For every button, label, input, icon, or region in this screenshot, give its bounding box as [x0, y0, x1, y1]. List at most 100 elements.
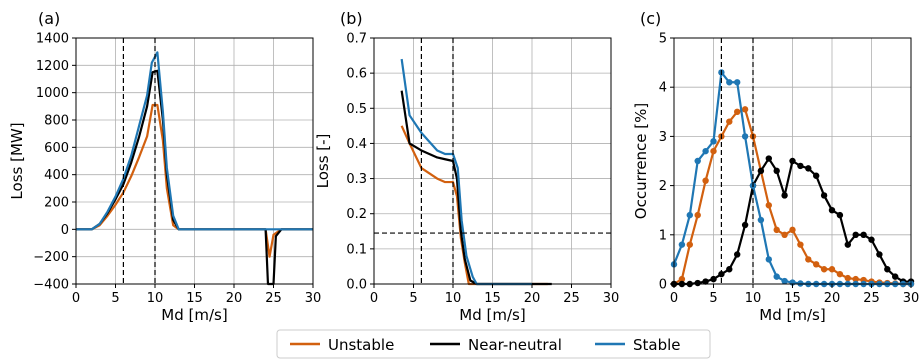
data-point-stable: [694, 157, 701, 165]
y-tick-label: 5: [659, 32, 667, 47]
y-tick-label: 1000: [36, 86, 69, 101]
data-point-stable: [741, 133, 749, 140]
y-tick-label: 0.4: [346, 137, 367, 152]
data-point-stable: [686, 211, 693, 219]
panel-c: 0 5 10 15 20 25 30 0 1 2 3 4 5 Md [m/s] Occurrence [%]…: [632, 9, 919, 324]
y-tick-label: 0.2: [346, 207, 367, 222]
x-tick-label: 30: [305, 291, 322, 306]
x-tick-label: 25: [265, 291, 282, 306]
x-tick-label: 10: [147, 291, 164, 306]
data-point-unstable: [702, 177, 709, 184]
data-point-unstable: [836, 270, 844, 278]
series-line-unstable: [76, 103, 313, 258]
data-point-stable: [678, 241, 686, 248]
data-point-stable: [726, 79, 733, 86]
data-point-unstable: [797, 241, 804, 248]
series-line-near-neutral: [400, 90, 552, 286]
x-tick-label: 0: [72, 291, 80, 306]
data-point-unstable: [789, 226, 796, 234]
data-point-near-neutral: [836, 211, 844, 219]
y-tick-label: 1200: [36, 59, 69, 74]
data-point-stable: [773, 273, 780, 280]
x-tick-label: 25: [563, 291, 580, 306]
data-point-unstable: [741, 106, 749, 113]
data-point-near-neutral: [892, 273, 899, 280]
data-point-near-neutral: [734, 251, 741, 258]
data-point-near-neutral: [781, 192, 788, 199]
x-tick-label: 30: [603, 291, 620, 306]
data-point-near-neutral: [813, 172, 820, 179]
y-tick-label: 0.0: [346, 278, 367, 293]
y-tick-label: 0: [61, 223, 69, 238]
y-tick-label: 0.3: [346, 172, 367, 187]
data-point-unstable: [773, 226, 780, 234]
data-point-unstable: [828, 266, 836, 273]
data-point-stable: [702, 147, 709, 155]
y-tick-label: 3: [659, 130, 667, 145]
data-point-near-neutral: [876, 251, 883, 258]
panel-b: 0 5 10 15 20 25 30 0.0 0.1 0.2 0.3 0.4 0.5 0.6 0.7 Md […: [314, 9, 619, 324]
legend-frame: [276, 329, 711, 359]
legend-label-stable: Stable: [633, 336, 681, 354]
data-point-near-neutral: [702, 278, 709, 285]
data-point-near-neutral: [852, 231, 859, 238]
series-line-unstable: [400, 125, 548, 286]
x-tick-label: 0: [370, 291, 378, 306]
data-point-near-neutral: [694, 279, 701, 287]
data-point-near-neutral: [828, 207, 836, 214]
y-tick-label: −400: [33, 278, 69, 293]
data-point-near-neutral: [860, 231, 867, 238]
legend-label-unstable: Unstable: [328, 336, 394, 354]
x-tick-label: 5: [709, 291, 717, 306]
x-tick-label: 25: [863, 291, 880, 306]
y-tick-label: 0: [659, 278, 667, 293]
data-point-unstable: [765, 202, 772, 209]
data-point-near-neutral: [797, 162, 804, 170]
data-point-unstable: [781, 231, 788, 238]
y-tick-label: 400: [44, 168, 69, 183]
data-point-stable: [765, 256, 772, 263]
panel-label: (a): [38, 9, 60, 28]
data-point-unstable: [852, 275, 859, 283]
x-tick-label: 15: [484, 291, 501, 306]
x-axis-label: Md [m/s]: [759, 306, 825, 324]
y-tick-label: 2: [659, 179, 667, 194]
data-point-unstable: [678, 275, 686, 283]
panel-a: 0 5 10 15 20 25 30 −400 −200 0 200 400 600 800 1000 120…: [8, 9, 321, 324]
data-point-unstable: [820, 266, 828, 273]
data-point-stable: [710, 138, 717, 145]
x-axis-label: Md [m/s]: [161, 306, 227, 324]
x-tick-label: 15: [784, 291, 801, 306]
data-point-near-neutral: [868, 236, 875, 243]
x-tick-label: 20: [226, 291, 243, 306]
panel-label: (b): [340, 9, 363, 28]
y-tick-label: −200: [33, 250, 69, 265]
x-tick-label: 5: [111, 291, 119, 306]
y-axis-label: Loss [-]: [314, 134, 332, 189]
x-tick-label: 30: [903, 291, 920, 306]
x-tick-label: 10: [745, 291, 762, 306]
data-point-near-neutral: [757, 167, 765, 175]
y-tick-label: 0.1: [346, 242, 367, 257]
x-tick-label: 20: [824, 291, 841, 306]
x-tick-label: 20: [524, 291, 541, 306]
data-point-near-neutral: [726, 266, 733, 273]
data-point-unstable: [844, 274, 851, 282]
y-tick-label: 200: [44, 196, 69, 211]
data-point-unstable: [686, 241, 693, 248]
data-point-stable: [781, 277, 788, 285]
data-point-stable: [734, 79, 741, 86]
y-tick-label: 0.7: [346, 32, 367, 47]
y-axis-label: Occurrence [%]: [632, 103, 650, 219]
series-line-stable: [400, 58, 532, 286]
data-point-near-neutral: [710, 275, 717, 283]
y-tick-label: 1: [659, 228, 667, 243]
data-point-near-neutral: [884, 266, 891, 273]
data-point-near-neutral: [844, 241, 851, 248]
y-axis-label: Loss [MW]: [8, 122, 26, 199]
data-point-unstable: [734, 108, 741, 116]
x-tick-label: 0: [670, 291, 678, 306]
x-tick-label: 10: [445, 291, 462, 306]
data-point-near-neutral: [820, 192, 828, 199]
data-point-stable: [757, 216, 765, 224]
